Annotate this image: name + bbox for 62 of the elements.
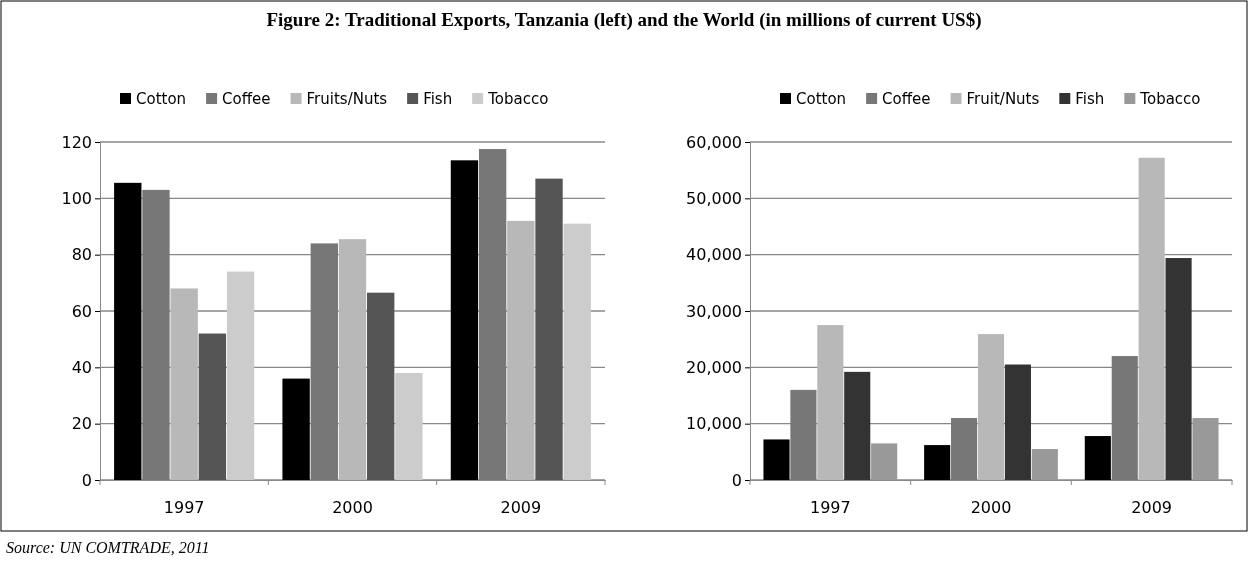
bar xyxy=(1111,356,1138,480)
y-tick-label: 80 xyxy=(71,245,92,265)
bar xyxy=(817,325,844,480)
legend-label: Coffee xyxy=(882,90,931,108)
bar xyxy=(1165,258,1192,480)
y-tick-label: 20,000 xyxy=(686,357,742,377)
x-tick-label: 1997 xyxy=(809,498,851,518)
legend-label: Fruits/Nuts xyxy=(306,90,388,108)
bar xyxy=(310,243,338,480)
y-tick-label: 40 xyxy=(71,357,92,377)
x-tick-label: 2000 xyxy=(970,498,1012,518)
y-tick-label: 30,000 xyxy=(686,301,742,321)
legend-label: Cotton xyxy=(796,90,847,108)
bar xyxy=(1138,157,1165,480)
x-tick-label: 1997 xyxy=(163,498,205,518)
bar xyxy=(977,334,1005,480)
bar xyxy=(1192,418,1219,480)
legend-label: Tobacco xyxy=(487,90,549,108)
y-tick-label: 20 xyxy=(71,414,92,434)
x-tick-label: 2000 xyxy=(332,498,373,518)
legend-label: Fish xyxy=(423,90,453,108)
bar xyxy=(282,378,310,480)
bar xyxy=(142,189,170,480)
bar xyxy=(563,223,591,480)
y-tick-label: 50,000 xyxy=(686,188,742,208)
bar xyxy=(338,239,367,480)
y-tick-label: 10,000 xyxy=(686,414,742,434)
legend-label: Fish xyxy=(1075,90,1105,108)
bar xyxy=(871,443,898,480)
y-tick-label: 60 xyxy=(71,301,92,321)
x-tick-label: 2009 xyxy=(500,498,542,518)
x-tick-label: 2009 xyxy=(1131,498,1173,518)
bar xyxy=(170,288,198,480)
bar xyxy=(367,292,395,480)
bar xyxy=(507,220,535,480)
bar xyxy=(1004,364,1031,480)
bar xyxy=(924,445,951,480)
bar xyxy=(1031,449,1058,480)
bar xyxy=(763,439,790,480)
legend-label: Tobacco xyxy=(1139,90,1201,108)
bar xyxy=(1084,436,1111,480)
y-tick-label: 60,000 xyxy=(686,132,742,152)
y-tick-label: 40,000 xyxy=(686,245,742,265)
y-tick-label: 0 xyxy=(731,470,742,490)
y-tick-label: 0 xyxy=(81,470,92,490)
bar xyxy=(790,389,817,480)
bar xyxy=(226,271,255,480)
bar xyxy=(395,372,423,480)
bar xyxy=(951,418,978,480)
bar xyxy=(114,182,142,480)
bar xyxy=(535,178,563,480)
y-tick-label: 120 xyxy=(61,132,92,152)
source-note: Source: UN COMTRADE, 2011 xyxy=(6,539,210,556)
bar xyxy=(844,371,871,480)
chart-title: Figure 2: Traditional Exports, Tanzania (left) and the World (in millions of current US$) xyxy=(266,9,982,31)
legend-label: Coffee xyxy=(222,90,271,108)
legend-label: Cotton xyxy=(136,90,187,108)
bar xyxy=(450,160,479,480)
legend-label: Fruit/Nuts xyxy=(966,90,1040,108)
bar xyxy=(478,149,507,480)
y-tick-label: 100 xyxy=(61,188,92,208)
bar xyxy=(198,333,227,480)
